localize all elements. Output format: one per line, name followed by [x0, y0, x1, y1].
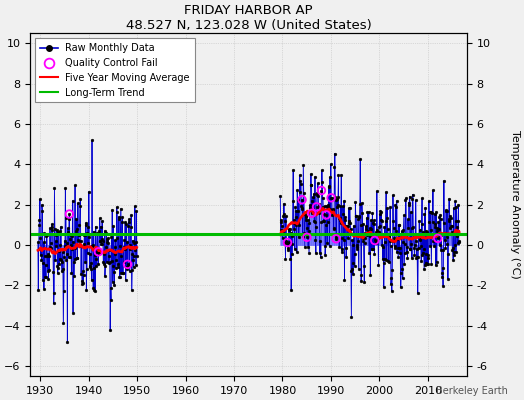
Point [317, 187, 325, 194]
Point [322, 212, 331, 218]
Point [303, 234, 311, 240]
Text: Berkeley Earth: Berkeley Earth [436, 386, 508, 396]
Point [298, 196, 306, 203]
Point [327, 194, 335, 201]
Point [308, 210, 316, 216]
Title: FRIDAY HARBOR AP
48.527 N, 123.028 W (United States): FRIDAY HARBOR AP 48.527 N, 123.028 W (Un… [126, 4, 372, 32]
Point [65, 211, 73, 217]
Point [332, 236, 340, 242]
Point [433, 235, 442, 242]
Point [283, 239, 292, 246]
Point [94, 249, 103, 255]
Point [370, 237, 379, 244]
Y-axis label: Temperature Anomaly (°C): Temperature Anomaly (°C) [510, 130, 520, 279]
Point [123, 261, 132, 268]
Point [312, 204, 321, 210]
Legend: Raw Monthly Data, Quality Control Fail, Five Year Moving Average, Long-Term Tren: Raw Monthly Data, Quality Control Fail, … [35, 38, 195, 102]
